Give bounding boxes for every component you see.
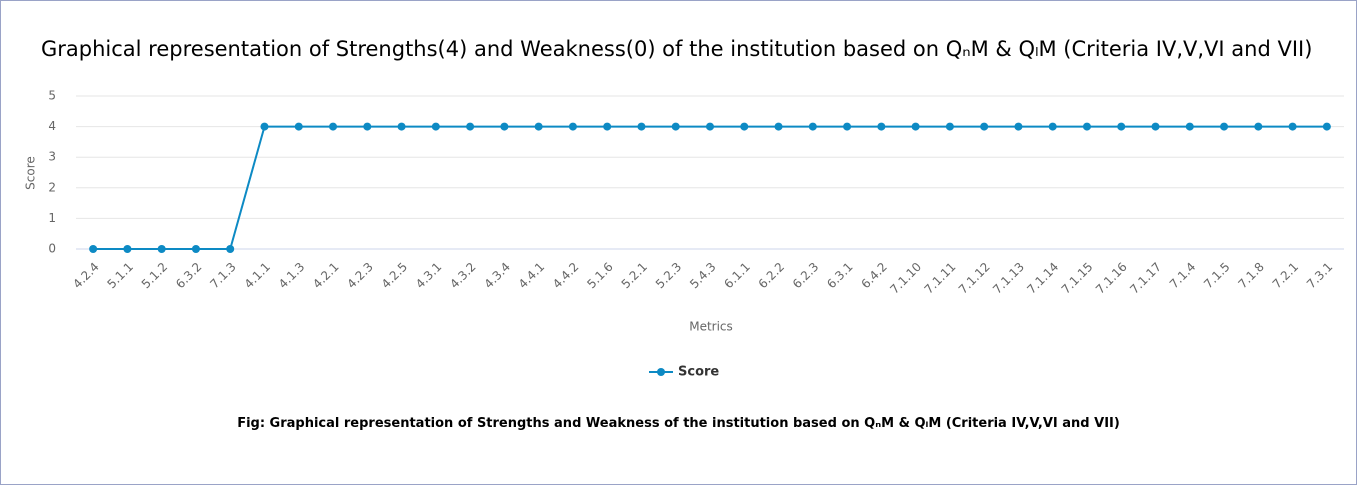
- data-point: [89, 245, 98, 253]
- data-point: [500, 122, 509, 131]
- x-tick-label: 6.3.2: [173, 260, 204, 291]
- x-tick-label: 7.1.15: [1059, 260, 1096, 297]
- data-point: [671, 122, 680, 131]
- y-tick-label: 2: [48, 180, 56, 194]
- x-tick-label: 7.1.5: [1201, 260, 1232, 291]
- data-point: [397, 122, 406, 131]
- x-tick-label: 5.1.2: [139, 260, 170, 291]
- legend-marker: [657, 368, 665, 376]
- x-tick-label: 4.2.5: [379, 260, 410, 291]
- x-tick-label: 7.1.3: [207, 260, 238, 291]
- x-tick-label: 5.4.3: [687, 260, 718, 291]
- caption: Fig: Graphical representation of Strengt…: [237, 416, 1120, 431]
- legend-label: Score: [678, 365, 719, 380]
- y-tick-label: 3: [48, 150, 56, 164]
- x-tick-label: 5.1.6: [584, 260, 615, 291]
- x-tick-label: 5.2.3: [653, 260, 684, 291]
- x-tick-label: 4.3.1: [413, 260, 444, 291]
- data-point: [911, 122, 920, 131]
- y-tick-label: 0: [48, 242, 56, 256]
- x-tick-label: 4.2.1: [310, 260, 341, 291]
- x-tick-label: 7.1.16: [1093, 260, 1130, 297]
- x-tick-label: 4.1.1: [242, 260, 273, 291]
- data-point: [1185, 122, 1194, 131]
- data-point: [740, 122, 749, 131]
- x-tick-label: 5.2.1: [619, 260, 650, 291]
- data-point: [191, 245, 200, 253]
- x-tick-label: 4.3.2: [447, 260, 478, 291]
- data-point: [329, 122, 338, 131]
- x-tick-label: 4.2.4: [70, 260, 101, 291]
- x-tick-label: 7.1.10: [887, 260, 924, 297]
- x-tick-label: 6.3.1: [824, 260, 855, 291]
- data-point: [534, 122, 543, 131]
- data-point: [603, 122, 612, 131]
- data-point: [774, 122, 783, 131]
- x-tick-label: 7.1.8: [1235, 260, 1266, 291]
- data-point: [843, 122, 852, 131]
- x-tick-label: 6.4.2: [858, 260, 889, 291]
- data-point: [294, 122, 303, 131]
- data-point: [706, 122, 714, 131]
- x-tick-label: 7.1.13: [990, 260, 1027, 297]
- data-point: [1322, 122, 1331, 131]
- data-point: [568, 122, 577, 131]
- x-tick-label: 4.3.4: [481, 260, 512, 291]
- x-axis-label: Metrics: [689, 320, 733, 334]
- x-tick-label: 4.2.3: [344, 260, 375, 291]
- chart-title: Graphical representation of Strengths(4)…: [41, 37, 1313, 61]
- data-point: [1220, 122, 1229, 131]
- data-point: [808, 122, 817, 131]
- x-tick-label: 6.2.2: [756, 260, 787, 291]
- data-point: [1117, 122, 1126, 131]
- y-tick-label: 1: [48, 211, 56, 225]
- x-tick-label: 7.1.4: [1167, 260, 1198, 291]
- y-tick-label: 4: [48, 119, 56, 133]
- data-point: [1254, 122, 1263, 131]
- data-point: [1048, 122, 1057, 131]
- x-tick-label: 4.4.1: [516, 260, 547, 291]
- data-point: [637, 122, 646, 131]
- x-tick-label: 7.1.17: [1127, 260, 1164, 297]
- x-tick-label: 7.1.11: [922, 260, 959, 297]
- x-tick-label: 6.2.3: [790, 260, 821, 291]
- data-point: [945, 122, 954, 131]
- data-point: [1014, 122, 1023, 131]
- data-point: [1288, 122, 1297, 131]
- x-tick-label: 4.1.3: [276, 260, 307, 291]
- data-point: [260, 122, 269, 131]
- x-tick-label: 7.3.1: [1304, 260, 1335, 291]
- x-tick-label: 5.1.1: [105, 260, 136, 291]
- y-axis-label: Score: [24, 156, 38, 190]
- data-point: [226, 245, 235, 253]
- data-point: [157, 245, 166, 253]
- data-point: [123, 245, 132, 253]
- x-tick-label: 7.1.14: [1024, 260, 1061, 297]
- x-tick-label: 6.1.1: [721, 260, 752, 291]
- x-tick-label: 7.2.1: [1270, 260, 1301, 291]
- data-point: [466, 122, 475, 131]
- y-tick-label: 5: [48, 89, 56, 103]
- data-point: [877, 122, 886, 131]
- data-point: [363, 122, 372, 131]
- data-point: [980, 122, 989, 131]
- x-tick-label: 4.4.2: [550, 260, 581, 291]
- data-point: [1151, 122, 1160, 131]
- data-point: [1082, 122, 1091, 131]
- x-tick-label: 7.1.12: [956, 260, 993, 297]
- data-point: [431, 122, 440, 131]
